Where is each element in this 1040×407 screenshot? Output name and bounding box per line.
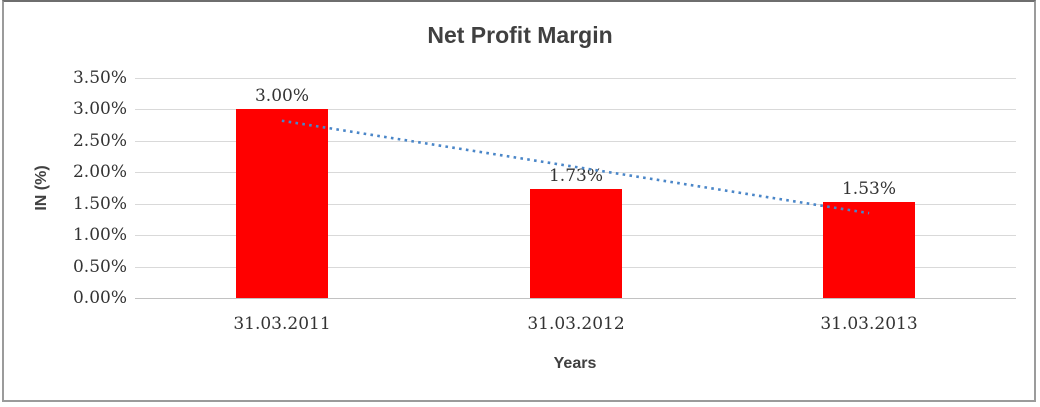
bar-data-label: 1.53% [841, 179, 896, 199]
bar-31.03.2011 [236, 109, 328, 298]
y-tick-label: 3.50% [72, 68, 127, 88]
x-category-label: 31.03.2012 [527, 314, 625, 334]
y-tick-label: 0.00% [72, 288, 127, 308]
bar-31.03.2012 [530, 189, 622, 298]
x-category-label: 31.03.2013 [820, 314, 918, 334]
y-tick-label: 3.00% [72, 99, 127, 119]
gridline [135, 78, 1016, 79]
bar-data-label: 1.73% [548, 166, 603, 186]
y-tick-label: 0.50% [72, 257, 127, 277]
y-tick-label: 1.00% [72, 225, 127, 245]
x-axis-line [135, 298, 1016, 299]
gridline [135, 109, 1016, 110]
x-category-label: 31.03.2011 [233, 314, 331, 334]
y-tick-label: 2.50% [72, 131, 127, 151]
bar-31.03.2013 [823, 202, 915, 298]
bar-data-label: 3.00% [254, 86, 309, 106]
y-tick-label: 1.50% [72, 194, 127, 214]
y-tick-label: 2.00% [72, 162, 127, 182]
x-axis-title: Years [553, 355, 597, 372]
chart-title: Net Profit Margin [427, 22, 613, 48]
